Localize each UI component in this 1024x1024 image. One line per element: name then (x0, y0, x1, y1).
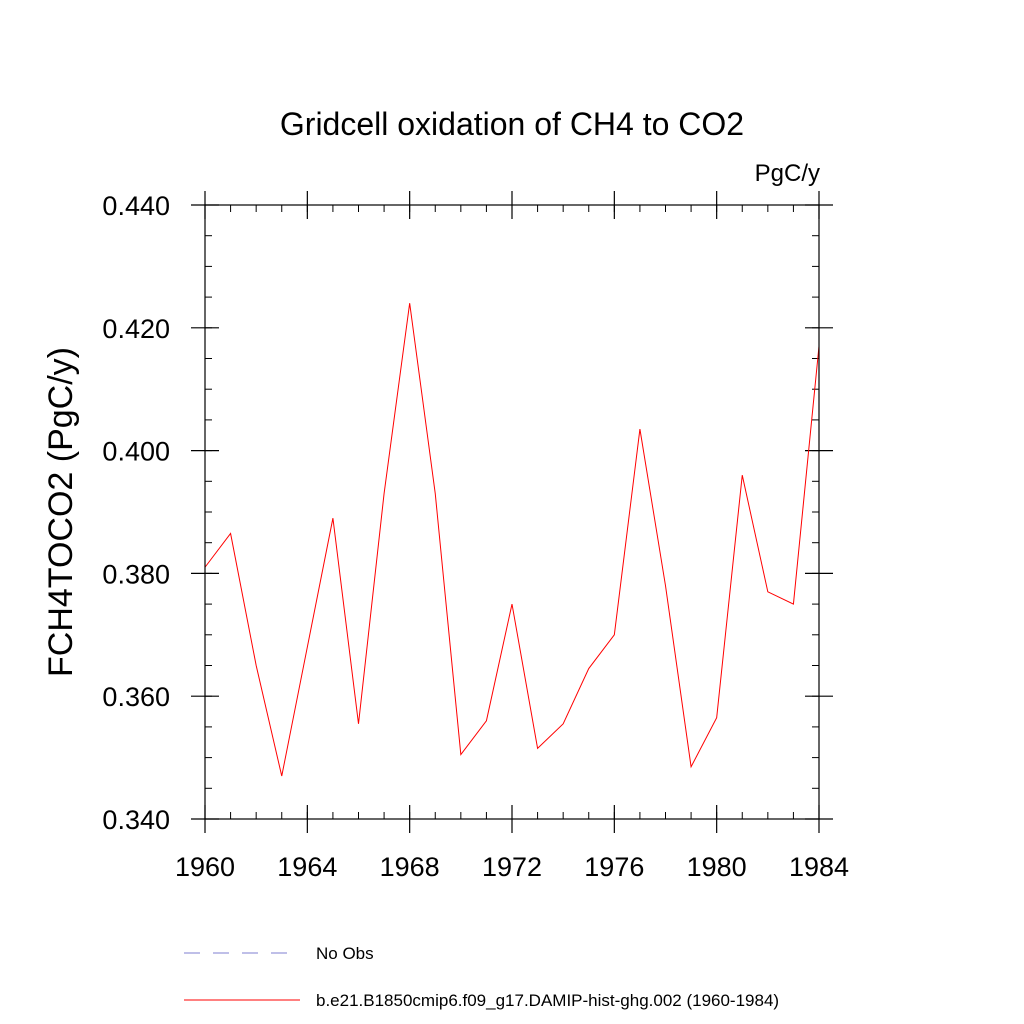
y-axis-label: FCH4TOCO2 (PgC/y) (42, 347, 80, 677)
x-tick-label: 1984 (789, 852, 849, 882)
y-tick-label: 0.360 (102, 682, 170, 712)
x-tick-label: 1980 (687, 852, 747, 882)
plot-frame (204, 204, 820, 820)
minor-ticks (204, 204, 820, 820)
series-layer (204, 303, 820, 777)
units-label: PgC/y (755, 160, 820, 187)
series-line (204, 303, 820, 777)
x-tick-label: 1972 (482, 852, 542, 882)
legend-label-no-obs: No Obs (316, 944, 374, 963)
x-tick-label: 1976 (584, 852, 644, 882)
y-tick-label: 0.420 (102, 314, 170, 344)
x-tick-label: 1960 (175, 852, 235, 882)
y-tick-label: 0.380 (102, 559, 170, 589)
y-tick-labels: 0.340 0.360 0.380 0.400 0.420 0.440 (102, 191, 170, 835)
major-ticks (191, 191, 833, 833)
legend: No Obs b.e21.B1850cmip6.f09_g17.DAMIP-hi… (184, 944, 779, 1010)
y-tick-label: 0.400 (102, 437, 170, 467)
x-tick-label: 1964 (277, 852, 337, 882)
y-tick-label: 0.440 (102, 191, 170, 221)
chart-title: Gridcell oxidation of CH4 to CO2 (280, 106, 744, 142)
x-tick-label: 1968 (380, 852, 440, 882)
legend-label-model-run: b.e21.B1850cmip6.f09_g17.DAMIP-hist-ghg.… (316, 991, 779, 1010)
x-tick-labels: 1960 1964 1968 1972 1976 1980 1984 (175, 852, 849, 882)
y-tick-label: 0.340 (102, 805, 170, 835)
